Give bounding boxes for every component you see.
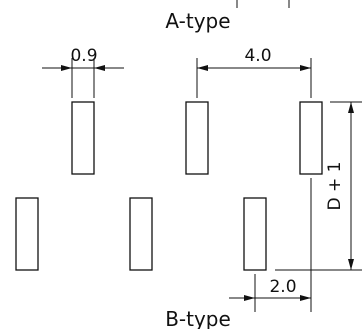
row-spacing-dimension-label: D + 1 xyxy=(325,162,345,211)
a-type-label: A-type xyxy=(165,9,230,33)
a-type-pad-2 xyxy=(185,101,209,175)
b-type-pad-3 xyxy=(243,197,267,271)
pitch-dimension-label: 4.0 xyxy=(244,46,271,66)
offset-dimension-label: 2.0 xyxy=(269,277,296,297)
a-type-pad-3 xyxy=(299,101,323,175)
pitch-dimension: 4.0 xyxy=(196,46,312,98)
offset-dimension: 2.0 xyxy=(229,178,312,312)
width-dimension-label: 0.9 xyxy=(70,46,97,66)
a-type-pad-1 xyxy=(71,101,95,175)
b-type-pad-2 xyxy=(129,197,153,271)
b-type-label: B-type xyxy=(165,307,231,329)
b-type-pad-1 xyxy=(15,197,39,271)
width-dimension: 0.9 xyxy=(42,46,124,98)
row-spacing-dimension: D + 1 xyxy=(275,101,362,271)
